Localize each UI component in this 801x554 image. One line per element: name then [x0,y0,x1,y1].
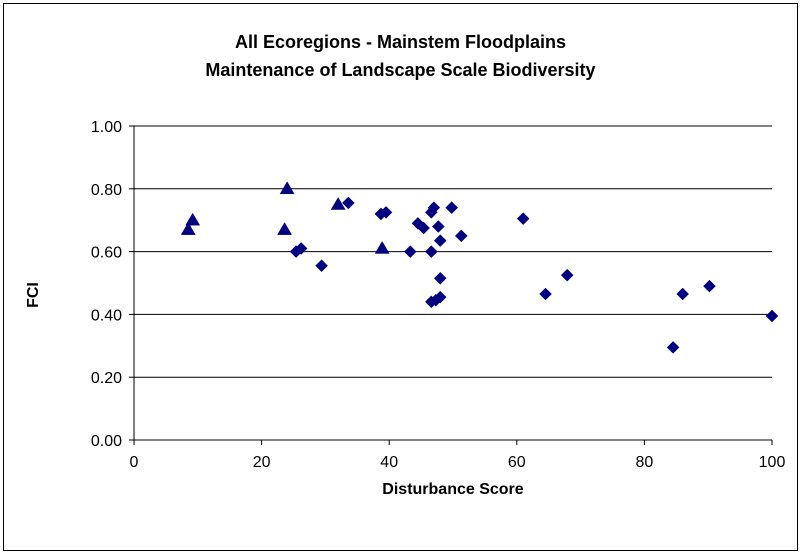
diamond-point-25 [703,279,716,293]
gridlines [134,125,772,378]
y-tick-label: 0.60 [91,245,122,262]
y-tick-label: 0.00 [91,433,122,450]
diamond-point-2 [315,259,328,273]
triangle-point-4 [330,197,346,210]
diamond-point-11 [427,201,441,214]
chart-title-line-2: Maintenance of Landscape Scale Biodivers… [205,60,596,80]
triangle-point-5 [374,240,390,254]
diamond-point-14 [431,220,445,233]
y-tick-label: 0.20 [91,370,122,387]
diamond-point-21 [539,287,552,301]
diamond-point-17 [433,290,447,304]
diamond-point-19 [454,229,468,243]
x-tick-label: 80 [636,454,654,471]
chart-title: All Ecoregions - Mainstem Floodplains Ma… [0,28,801,84]
y-tick-label: 0.80 [91,182,122,199]
x-tick-label: 20 [253,454,271,471]
diamond-point-6 [403,245,417,258]
triangle-point-1 [185,212,201,226]
y-axis-title: FCI [25,282,42,308]
diamond-point-22 [560,268,574,282]
diamond-point-16 [433,271,447,285]
x-tick-label: 60 [508,454,526,471]
x-tick-label: 0 [130,454,139,471]
x-tick-label: 100 [759,454,786,471]
tick-labels: 0.00 0.20 0.40 0.60 0.80 1.00 0 20 40 60 80 100 [91,119,786,471]
y-tick-label: 1.00 [91,119,122,136]
x-axis-title: Disturbance Score [382,481,523,498]
diamond-point-9 [424,245,438,258]
triangle-point-2 [277,222,293,235]
diamond-point-23 [666,341,680,354]
diamond-point-8 [417,221,431,235]
diamond-point-20 [516,212,530,225]
y-tick-label: 0.40 [91,307,122,324]
diamond-point-1 [294,242,308,255]
x-tick-label: 40 [380,454,398,471]
diamond-point-26 [765,309,779,323]
diamond-point-15 [433,234,447,247]
diamond-point-24 [676,287,690,301]
chart-title-line-1: All Ecoregions - Mainstem Floodplains [234,32,567,52]
chart-frame [3,3,798,551]
diamond-point-3 [342,196,355,210]
triangle-point-0 [180,222,196,235]
data-points [180,181,779,354]
diamond-point-5 [379,205,393,219]
diamond-point-18 [445,201,459,214]
axes [129,125,773,445]
triangle-point-3 [279,181,295,195]
